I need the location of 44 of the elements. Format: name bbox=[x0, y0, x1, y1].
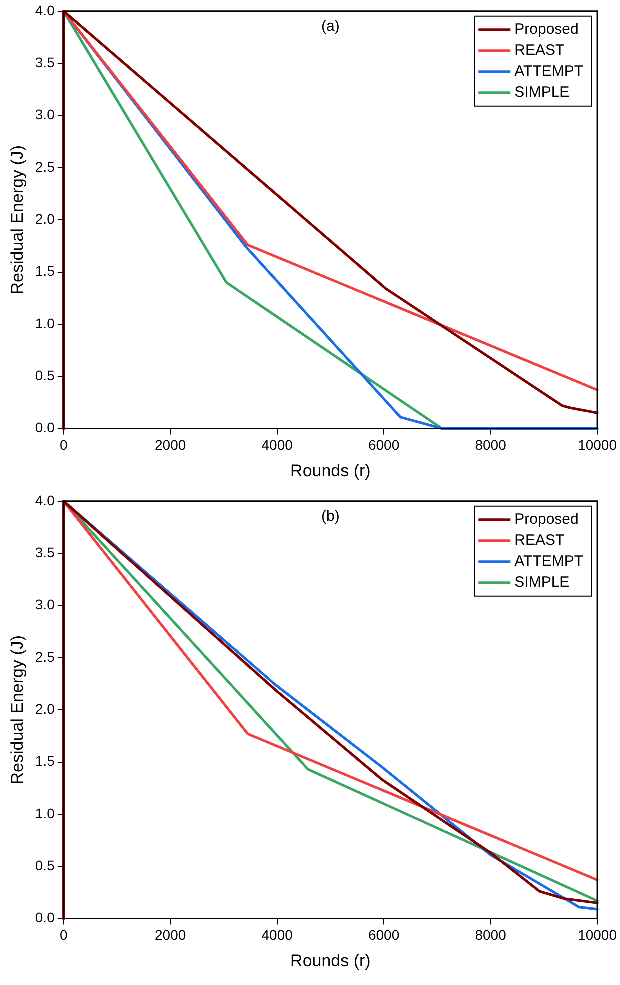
y-tick-label: 4.0 bbox=[35, 492, 56, 508]
x-tick-label: 6000 bbox=[368, 927, 400, 944]
legend-label: Proposed bbox=[514, 21, 579, 38]
x-tick-label: 10000 bbox=[578, 927, 618, 944]
y-tick-label: 3.5 bbox=[35, 544, 56, 560]
x-tick-label: 4000 bbox=[262, 927, 294, 944]
legend-label: SIMPLE bbox=[514, 84, 570, 102]
text: (b) bbox=[322, 508, 340, 526]
x-tick-label: 0 bbox=[60, 927, 68, 944]
y-tick-label: 0.0 bbox=[35, 420, 56, 436]
x-tick-label: 2000 bbox=[155, 437, 186, 454]
legend-label: REAST bbox=[514, 42, 565, 60]
legend-label: ATTEMPT bbox=[514, 63, 584, 80]
y-tick-label: 1.0 bbox=[35, 805, 56, 822]
legend-label: REAST bbox=[514, 532, 565, 550]
x-axis-title: Rounds (r) bbox=[290, 951, 371, 970]
y-axis-title: Residual Energy (J) bbox=[8, 635, 27, 785]
x-axis-title: Rounds (r) bbox=[290, 461, 371, 480]
y-tick-label: 3.0 bbox=[35, 596, 56, 613]
y-tick-label: 1.5 bbox=[35, 263, 56, 280]
y-tick-label: 1.0 bbox=[35, 315, 56, 332]
y-tick-label: 0.0 bbox=[35, 910, 56, 926]
y-tick-label: 3.5 bbox=[35, 54, 56, 70]
x-tick-label: 0 bbox=[60, 437, 68, 454]
legend-label: Proposed bbox=[514, 511, 579, 528]
y-tick-label: 3.0 bbox=[35, 106, 56, 123]
y-tick-label: 2.5 bbox=[35, 648, 56, 665]
text: (a) bbox=[322, 18, 340, 36]
legend-label: SIMPLE bbox=[514, 574, 570, 592]
y-tick-label: 0.5 bbox=[35, 367, 56, 384]
legend-label: ATTEMPT bbox=[514, 553, 584, 570]
y-axis-title: Residual Energy (J) bbox=[8, 145, 27, 295]
y-tick-label: 2.0 bbox=[35, 210, 56, 227]
y-tick-label: 0.5 bbox=[35, 857, 56, 874]
x-tick-label: 4000 bbox=[262, 437, 294, 454]
x-tick-label: 6000 bbox=[368, 437, 400, 454]
x-tick-label: 8000 bbox=[475, 927, 507, 944]
y-tick-label: 2.5 bbox=[35, 158, 56, 175]
y-tick-label: 2.0 bbox=[35, 700, 56, 717]
y-tick-label: 1.5 bbox=[35, 753, 56, 770]
x-tick-label: 8000 bbox=[475, 437, 507, 454]
x-tick-label: 2000 bbox=[155, 927, 186, 944]
y-tick-label: 4.0 bbox=[35, 2, 56, 18]
x-tick-label: 10000 bbox=[578, 437, 618, 454]
